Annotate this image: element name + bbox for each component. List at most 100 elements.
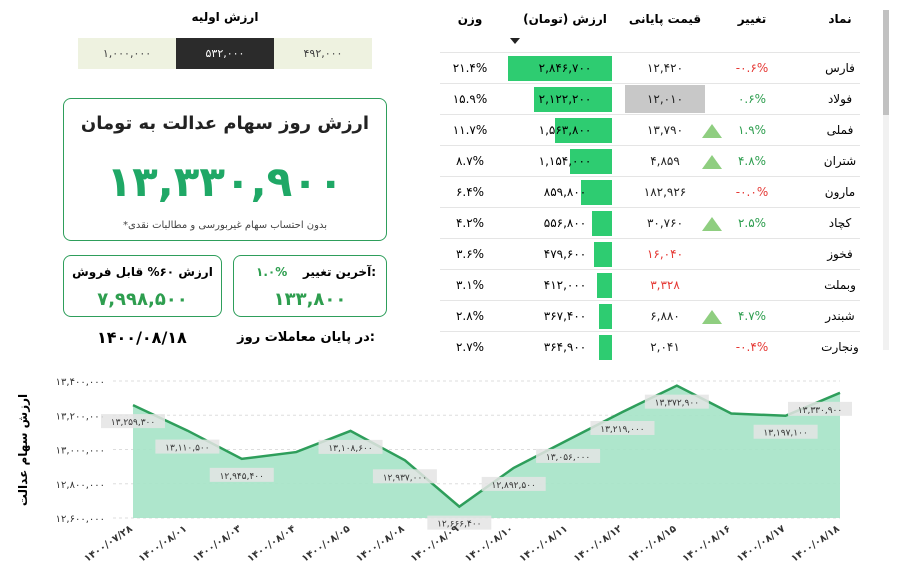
value-bar xyxy=(569,149,612,174)
table-row[interactable]: مارون -۰.۰% ۱۸۲,۹۲۶ ۸۵۹,۸۰۰ ۶.۴% xyxy=(440,176,860,208)
value-label: ۱۲,۹۳۷,۰۰۰ xyxy=(383,473,427,483)
price: ۱۳,۷۹۰ xyxy=(646,123,684,137)
sort-indicator xyxy=(510,38,520,44)
price: ۱۶,۰۴۰ xyxy=(646,247,684,261)
value-bar xyxy=(598,304,612,329)
value: ۳۶۴,۹۰۰ xyxy=(543,340,587,354)
initial-value-title: ارزش اولیه xyxy=(191,10,259,24)
value-label-bg xyxy=(536,448,601,463)
value-label: ۱۳,۲۵۹,۳۰۰ xyxy=(111,418,155,428)
table-row[interactable]: فولاد ۰.۶% ۱۲,۰۱۰ ۲,۱۲۲,۲۰۰ ۱۵.۹% xyxy=(440,83,860,115)
up-arrow xyxy=(702,217,722,231)
table-header[interactable]: وزن xyxy=(457,12,483,26)
price: ۱۲,۰۱۰ xyxy=(625,85,705,113)
value-label-bg xyxy=(427,515,492,530)
x-tick-label: ۱۴۰۰/۰۸/۱۵ xyxy=(626,523,678,564)
scrollbar[interactable] xyxy=(883,10,889,350)
value-bar xyxy=(508,56,612,81)
value-label: ۱۳,۲۱۹,۰۰۰ xyxy=(600,425,644,435)
weight: ۴.۲% xyxy=(455,216,485,230)
value: ۸۵۹,۸۰۰ xyxy=(543,185,587,199)
chart: ۱۲,۶۰۰,۰۰۰ ۱۲,۸۰۰,۰۰۰ ۱۳,۰۰۰,۰۰۰ ۱۳,۲۰۰,۰۰۰… xyxy=(16,377,852,565)
y-tick-label: ۱۲,۸۰۰,۰۰۰ xyxy=(56,480,105,491)
end-of-day-label: در پایان معاملات روز: xyxy=(237,330,375,345)
symbol: فخوز xyxy=(827,247,853,261)
price: ۴,۸۵۹ xyxy=(650,154,680,168)
initial-value-option[interactable]: ۱,۰۰۰,۰۰۰ xyxy=(78,38,176,69)
change: ۲.۵% xyxy=(737,216,767,230)
table-row[interactable]: شبندر ۴.۷% ۶,۸۸۰ ۳۶۷,۴۰۰ ۲.۸% xyxy=(440,300,860,332)
value-label: ۱۳,۳۷۲,۹۰۰ xyxy=(655,399,699,409)
sellable-card: ارزش ۶۰% قابل فروش ۷,۹۹۸,۵۰۰ xyxy=(63,255,222,317)
y-tick-label: ۱۳,۴۰۰,۰۰۰ xyxy=(56,377,105,388)
end-of-day-date: ۱۴۰۰/۰۸/۱۸ xyxy=(97,328,187,347)
table-header[interactable]: تغییر xyxy=(737,12,767,26)
value-label-bg xyxy=(318,439,383,454)
scrollbar-thumb[interactable] xyxy=(883,10,889,115)
sellable-value: ۷,۹۹۸,۵۰۰ xyxy=(97,289,188,310)
value: ۲,۱۲۲,۲۰۰ xyxy=(538,92,592,106)
up-arrow xyxy=(702,124,722,138)
y-tick-label: ۱۲,۶۰۰,۰۰۰ xyxy=(56,514,105,525)
value-bar xyxy=(534,87,612,112)
y-tick-label: ۱۳,۲۰۰,۰۰۰ xyxy=(56,411,105,422)
last-change-card: آخرین تغییر: ۱.۰% ۱۳۳,۸۰۰ xyxy=(233,255,387,317)
value-label-bg xyxy=(590,420,655,435)
value: ۳۶۷,۴۰۰ xyxy=(543,309,587,323)
change: ۴.۸% xyxy=(737,154,767,168)
value-label: ۱۳,۱۹۷,۱۰۰ xyxy=(763,429,807,439)
price: ۲,۰۴۱ xyxy=(650,340,680,354)
x-tick-label: ۱۴۰۰/۰۸/۰۵ xyxy=(300,523,352,564)
value-label-bg xyxy=(753,424,818,439)
last-change-amount: ۱۳۳,۸۰۰ xyxy=(273,289,347,310)
y-tick-label: ۱۳,۰۰۰,۰۰۰ xyxy=(56,446,105,457)
table-header[interactable]: قیمت پایانی xyxy=(628,12,702,26)
value: ۴۷۹,۶۰۰ xyxy=(543,247,587,261)
initial-value-option[interactable]: ۴۹۲,۰۰۰ xyxy=(274,38,372,69)
symbol: فولاد xyxy=(827,92,853,106)
table-header[interactable]: نماد xyxy=(828,12,852,26)
symbol: کچاد xyxy=(828,216,852,230)
table-row[interactable]: کچاد ۲.۵% ۳۰,۷۶۰ ۵۵۶,۸۰۰ ۴.۲% xyxy=(440,207,860,239)
table-row[interactable]: فملی ۱.۹% ۱۳,۷۹۰ ۱,۵۶۳,۸۰۰ ۱۱.۷% xyxy=(440,114,860,146)
up-arrow xyxy=(702,155,722,169)
initial-value-option[interactable]: ۵۳۲,۰۰۰ xyxy=(176,38,274,69)
value-label-bg xyxy=(788,401,852,416)
weight: ۸.۷% xyxy=(455,154,485,168)
x-tick-label: ۱۴۰۰/۰۸/۰۸ xyxy=(354,523,406,564)
value-bar xyxy=(594,242,612,267)
x-tick-label: ۱۴۰۰/۰۸/۱۱ xyxy=(518,523,570,564)
change: ۴.۷% xyxy=(737,309,767,323)
value-label: ۱۲,۸۹۲,۵۰۰ xyxy=(491,481,535,491)
summary-title: ارزش روز سهام عدالت به تومان xyxy=(80,113,370,134)
weight: ۳.۱% xyxy=(455,278,485,292)
x-tick-label: ۱۴۰۰/۰۷/۲۸ xyxy=(82,523,134,564)
area xyxy=(133,385,840,518)
table-row[interactable]: فارس -۰.۶% ۱۲,۴۲۰ ۲,۸۴۶,۷۰۰ ۲۱.۴% xyxy=(440,52,860,84)
value: ۴۱۲,۰۰۰ xyxy=(543,278,587,292)
value-bar xyxy=(554,118,612,143)
value-bar xyxy=(598,335,612,360)
value-label: ۱۳,۰۵۶,۰۰۰ xyxy=(546,453,590,463)
change: ۰.۶% xyxy=(737,92,767,106)
table-header[interactable]: ارزش (تومان) xyxy=(523,12,607,26)
weight: ۶.۴% xyxy=(455,185,485,199)
price: ۱۲,۴۲۰ xyxy=(646,61,684,75)
value-bar xyxy=(596,273,612,298)
summary-card: ارزش روز سهام عدالت به تومان ۱۳,۳۳۰,۹۰۰ … xyxy=(63,98,387,241)
table-row[interactable]: فخوز ۱۶,۰۴۰ ۴۷۹,۶۰۰ ۳.۶% xyxy=(440,238,860,270)
symbol: وبملت xyxy=(824,278,856,292)
table-row[interactable]: وبملت ۳,۳۲۸ ۴۱۲,۰۰۰ ۳.۱% xyxy=(440,269,860,301)
price: ۳,۳۲۸ xyxy=(650,278,680,292)
weight: ۲.۷% xyxy=(455,340,485,354)
value-label: ۱۳,۳۳۰,۹۰۰ xyxy=(798,406,842,416)
symbol: مارون xyxy=(824,185,856,199)
value: ۱,۱۵۴,۰۰۰ xyxy=(538,154,592,168)
x-tick-label: ۱۴۰۰/۰۸/۱۶ xyxy=(681,523,733,564)
table-row[interactable]: ونجارت -۰.۴% ۲,۰۴۱ ۳۶۴,۹۰۰ ۲.۷% xyxy=(440,331,860,363)
table-row[interactable]: شتران ۴.۸% ۴,۸۵۹ ۱,۱۵۴,۰۰۰ ۸.۷% xyxy=(440,145,860,177)
up-arrow xyxy=(702,310,722,324)
change: -۰.۰% xyxy=(735,185,769,199)
value-label-bg xyxy=(481,476,546,491)
